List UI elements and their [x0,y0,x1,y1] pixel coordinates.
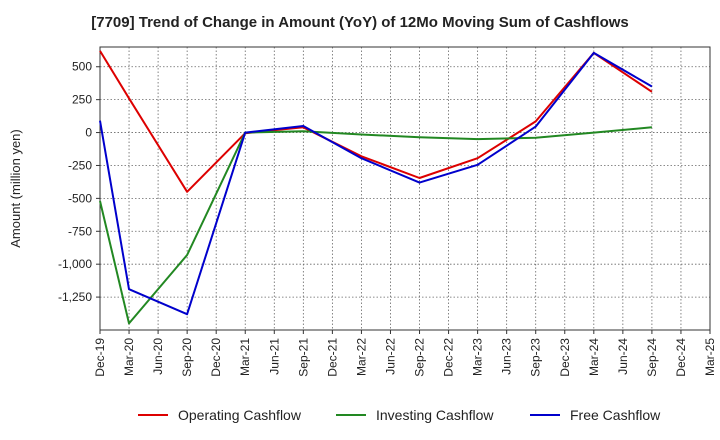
x-tick-label: Mar-24 [587,338,601,376]
legend: Operating Cashflow Investing Cashflow Free… [138,407,661,423]
x-tick-label: Jun-22 [383,338,397,375]
x-tick-label: Sep-22 [413,338,427,377]
x-tick-label: Mar-22 [354,338,368,376]
x-tick-label: Dec-21 [325,338,339,377]
x-tick-label: Sep-20 [180,338,194,377]
series-line-investing-cashflow [99,126,652,325]
x-tick-label: Mar-20 [122,338,136,376]
x-tick-label: Sep-21 [296,338,310,377]
x-axis: Dec-19 Mar-20 Jun-20 Sep-20 Dec-20 Mar-21 Jun-… [93,330,717,377]
legend-label: Operating Cashflow [178,407,302,423]
y-tick-label: -1,250 [58,290,92,304]
y-tick-label: -250 [68,158,92,172]
x-tick-label: Dec-22 [442,338,456,377]
y-tick-label: -750 [68,224,92,238]
x-tick-label: Jun-21 [267,338,281,375]
series-line-free-cashflow [99,51,653,316]
x-tick-label: Sep-24 [645,338,659,377]
plot-area [99,46,711,331]
x-tick-label: Jun-23 [500,338,514,375]
legend-label: Investing Cashflow [376,407,494,423]
y-axis-label: Amount (million yen) [8,129,23,248]
x-tick-label: Dec-20 [209,338,223,377]
y-axis: 500 250 0 -250 -500 -750 -1,000 -1,250 [58,60,100,304]
x-tick-label: Mar-23 [471,338,485,376]
x-tick-label: Mar-25 [703,338,717,376]
series-line-operating-cashflow [99,50,653,193]
series-layer [99,50,653,325]
x-tick-label: Jun-20 [151,338,165,375]
x-tick-label: Dec-24 [674,338,688,377]
x-tick-label: Dec-23 [558,338,572,377]
y-tick-label: 500 [72,60,92,74]
x-tick-label: Mar-21 [238,338,252,376]
y-tick-label: 0 [85,126,92,140]
y-tick-label: -500 [68,191,92,205]
chart-title: [7709] Trend of Change in Amount (YoY) o… [91,14,629,31]
x-tick-label: Jun-24 [616,338,630,375]
y-tick-label: 250 [72,93,92,107]
legend-label: Free Cashflow [570,407,661,423]
y-tick-label: -1,000 [58,257,92,271]
x-tick-label: Sep-23 [529,338,543,377]
x-tick-label: Dec-19 [93,338,107,377]
